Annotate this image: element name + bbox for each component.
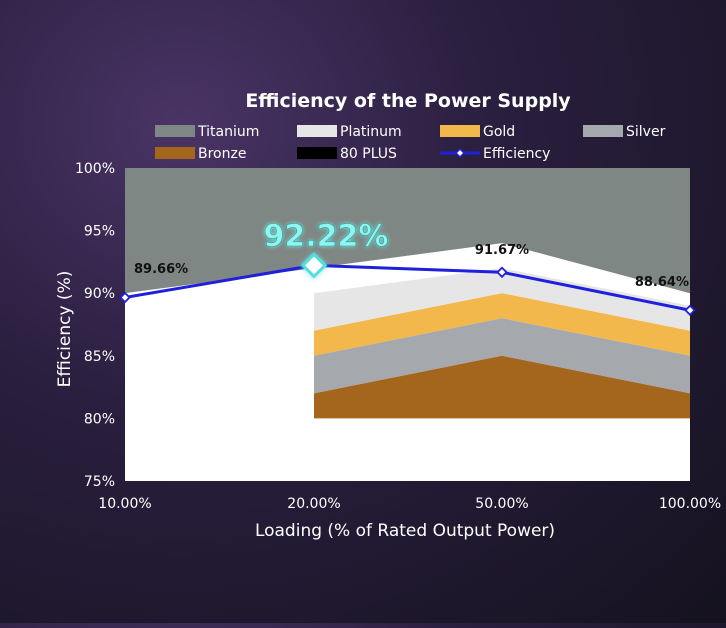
legend: Titanium Platinum Gold Silver Bronze 80 PLUS E… bbox=[155, 124, 666, 162]
legend-swatch bbox=[297, 125, 337, 137]
legend-swatch bbox=[155, 125, 195, 137]
legend-swatch bbox=[155, 147, 195, 159]
chart-title: Efficiency of the Power Supply bbox=[245, 90, 571, 112]
band-platinum bbox=[314, 268, 690, 331]
legend-item-gold: Gold bbox=[440, 124, 515, 140]
band-gold bbox=[314, 293, 690, 356]
legend-label: Silver bbox=[626, 124, 666, 140]
legend-label: 80 PLUS bbox=[340, 146, 397, 162]
legend-marker bbox=[454, 147, 466, 159]
x-tick-label: 50.00% bbox=[475, 496, 528, 512]
legend-swatch bbox=[583, 125, 623, 137]
legend-label: Titanium bbox=[197, 124, 259, 140]
legend-item-efficiency: Efficiency bbox=[440, 146, 550, 162]
legend-label: Bronze bbox=[198, 146, 246, 162]
efficiency-point bbox=[684, 304, 696, 316]
data-label: 91.67% bbox=[475, 243, 529, 258]
band-bronze bbox=[314, 355, 690, 419]
y-tick-label: 90% bbox=[84, 286, 115, 302]
y-tick-label: 95% bbox=[84, 224, 115, 240]
legend-item-bronze: Bronze bbox=[155, 146, 246, 162]
plot-area bbox=[125, 168, 690, 481]
legend-swatch bbox=[297, 147, 337, 159]
x-tick-label: 100.00% bbox=[659, 496, 721, 512]
band-titanium bbox=[125, 168, 690, 294]
legend-item-titanium: Titanium bbox=[155, 124, 259, 140]
legend-item-platinum: Platinum bbox=[297, 124, 402, 140]
y-tick-label: 80% bbox=[84, 411, 115, 427]
x-tick-label: 20.00% bbox=[287, 496, 340, 512]
x-axis-label: Loading (% of Rated Output Power) bbox=[255, 521, 555, 541]
axes: 75% 80% 85% 90% 95% 100% 10.00% 20.00% 50.00% 100… bbox=[75, 161, 721, 512]
efficiency-point bbox=[119, 291, 131, 304]
efficiency-point-highlight bbox=[300, 252, 328, 279]
series-overlay: 89.66% 92.22% 91.67% 88.64% bbox=[119, 219, 696, 316]
legend-label: Platinum bbox=[340, 124, 402, 140]
legend-label: Gold bbox=[483, 124, 515, 140]
efficiency-point bbox=[496, 266, 508, 279]
legend-swatch bbox=[440, 125, 480, 137]
legend-item-silver: Silver bbox=[583, 124, 666, 140]
y-tick-label: 75% bbox=[84, 474, 115, 490]
y-tick-label: 100% bbox=[75, 161, 115, 177]
data-label: 89.66% bbox=[134, 262, 188, 277]
legend-item-80-plus: 80 PLUS bbox=[297, 146, 397, 162]
data-label: 88.64% bbox=[635, 275, 689, 290]
x-tick-label: 10.00% bbox=[98, 496, 151, 512]
efficiency-line bbox=[124, 263, 691, 312]
y-axis-label: Efficiency (%) bbox=[55, 271, 75, 388]
data-label-highlight: 92.22% bbox=[264, 219, 389, 254]
y-tick-label: 85% bbox=[84, 349, 115, 365]
legend-label: Efficiency bbox=[483, 146, 550, 162]
